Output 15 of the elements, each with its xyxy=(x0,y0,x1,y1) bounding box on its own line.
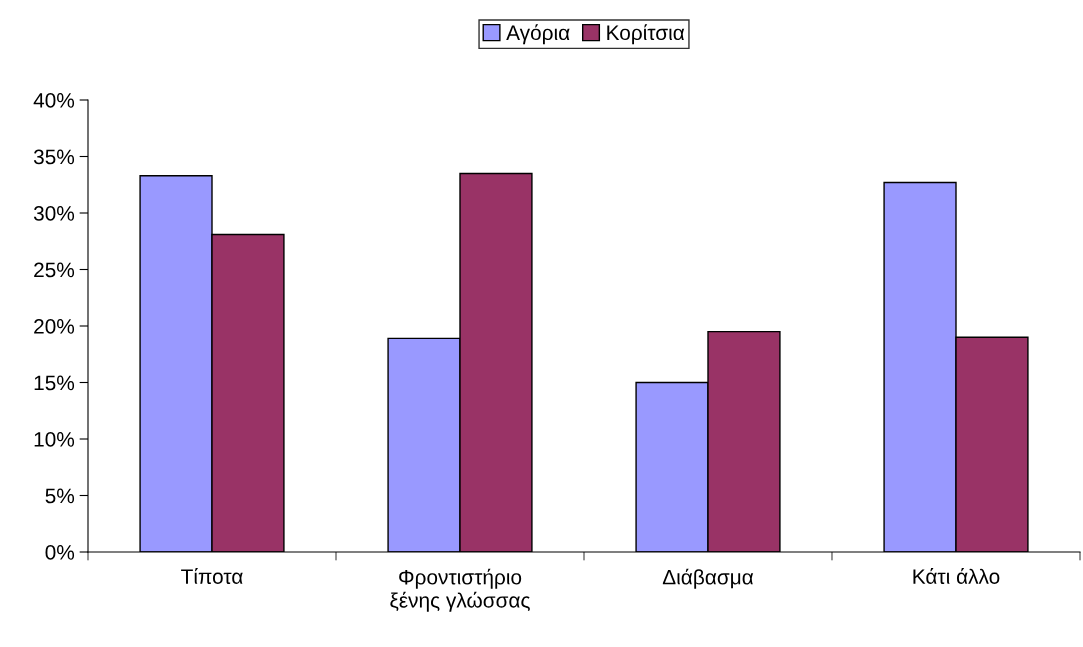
y-tick-label: 40% xyxy=(33,93,75,108)
y-tick-label: 0% xyxy=(45,545,75,560)
y-tick-label: 15% xyxy=(34,375,75,391)
y-tick-label: 30% xyxy=(33,206,75,221)
x-tick-label: Κάτι άλλο xyxy=(913,568,1000,584)
y-tick-label: 10% xyxy=(34,432,75,447)
x-tick-label: Διάβασμα xyxy=(662,568,754,589)
y-tick-label: 5% xyxy=(45,488,75,504)
x-tick-label: Τίποτα xyxy=(181,568,243,584)
legend-label: Κορίτσια xyxy=(607,24,685,45)
y-tick-label: 20% xyxy=(34,319,75,334)
y-tick-label: 35% xyxy=(33,149,75,165)
y-tick-label: 25% xyxy=(34,262,75,278)
x-tick-label: Φροντιστήριο ξένης γλώσσας xyxy=(390,568,530,612)
legend-label: Αγόρια xyxy=(506,24,570,45)
